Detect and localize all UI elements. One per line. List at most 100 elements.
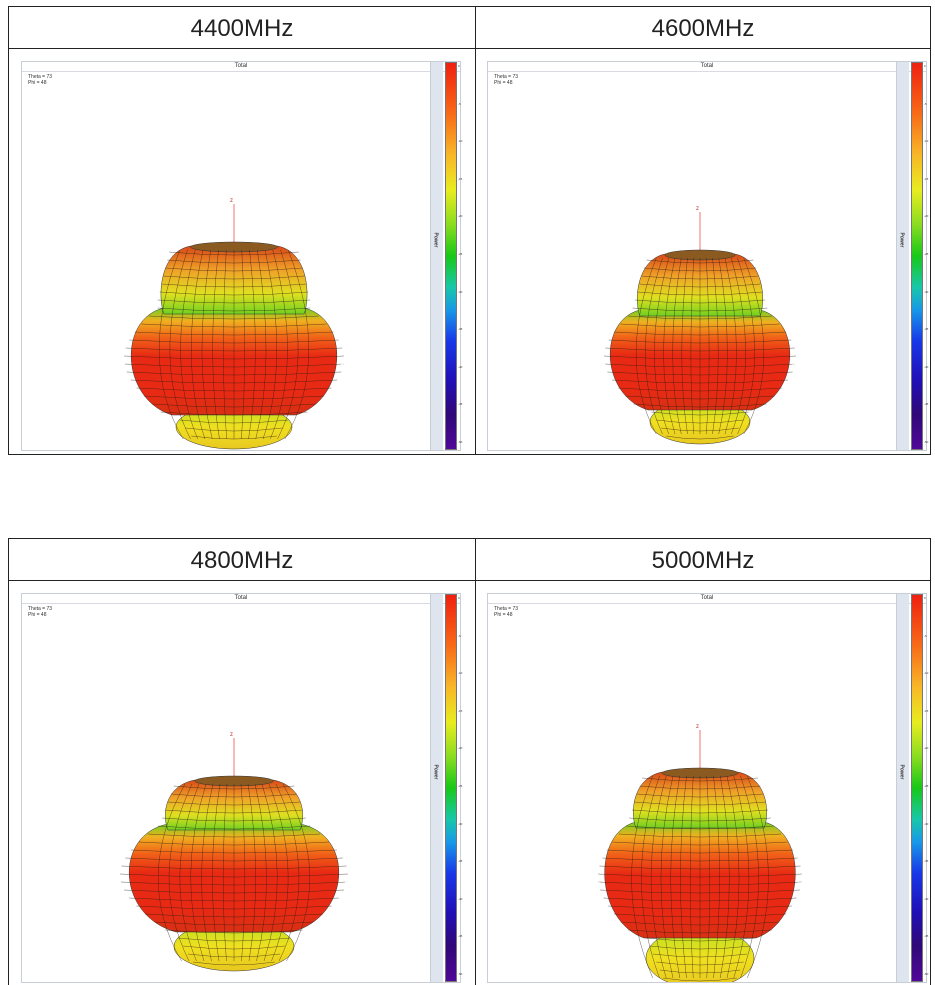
colorbar-tick-label: -30 <box>924 821 929 826</box>
z-axis-label: z <box>696 724 699 730</box>
side-marker: x <box>340 362 344 369</box>
plot-scroll-strip <box>896 594 909 982</box>
colorbar-tick-label: -35 <box>924 859 929 864</box>
colorbar-tick-label: -10 <box>924 671 929 676</box>
side-marker: x <box>344 878 348 885</box>
colorbar-tick-label: -15 <box>924 708 929 713</box>
colorbar-tick-label: -35 <box>924 327 929 332</box>
colorbar-label: Power <box>898 764 905 780</box>
radiation-pattern-3d: z x x <box>602 206 796 445</box>
colorbar-tick-label: -40 <box>458 364 463 369</box>
phi-label: Phi = 48 <box>494 612 513 618</box>
plot-title: Total <box>488 594 926 604</box>
table-header-row: 4400MHz 4600MHz <box>9 7 930 49</box>
plot-scroll-strip <box>896 62 909 450</box>
colorbar-tick-label: -10 <box>458 139 463 144</box>
plot-title: Total <box>22 594 460 604</box>
colorbar-tick-label: -50 <box>458 972 463 976</box>
colorbar-tick-label: -30 <box>458 821 463 826</box>
colorbar <box>911 594 923 982</box>
side-marker: x <box>596 881 600 888</box>
colorbar-tick-label: -40 <box>924 896 929 901</box>
z-axis-label: z <box>230 198 233 204</box>
radiation-pattern-3d: z x x <box>122 198 344 450</box>
phi-label: Phi = 48 <box>28 80 47 86</box>
colorbar-tick-label: 0 <box>924 64 926 68</box>
colorbar-tick-label: -25 <box>458 252 463 256</box>
mesh-grid <box>120 783 348 966</box>
colorbar-label: Power <box>432 232 439 248</box>
radiation-pattern-3d: z x x <box>596 724 802 982</box>
plot-title: Total <box>22 62 460 72</box>
colorbar-tick-label: -30 <box>924 289 929 294</box>
frequency-header: 4600MHz <box>651 15 755 42</box>
colorbar-tick-label: 0 <box>458 64 460 68</box>
colorbar-tick-label: -25 <box>458 784 463 788</box>
pattern-table-bottom: 4800MHz 5000MHz Total Theta = 73 Phi = 4… <box>8 538 931 985</box>
colorbar-tick-label: -30 <box>458 289 463 294</box>
colorbar-tick-label: -35 <box>458 327 463 332</box>
column-divider <box>475 539 476 985</box>
colorbar-label: Power <box>432 764 439 780</box>
colorbar-tick-label: -25 <box>924 784 929 788</box>
colorbar-tick-label: -40 <box>924 364 929 369</box>
table-header-row: 4800MHz 5000MHz <box>9 539 930 581</box>
colorbar-tick-label: -45 <box>458 934 463 939</box>
mesh-grid <box>124 249 344 440</box>
colorbar <box>911 62 923 450</box>
frequency-header: 5000MHz <box>651 547 755 574</box>
colorbar-tick-label: -50 <box>458 440 463 444</box>
colorbar-tick-label: -20 <box>924 746 929 751</box>
colorbar-tick-label: -15 <box>924 176 929 181</box>
colorbar-tick-label: -45 <box>924 402 929 407</box>
colorbar-tick-label: -35 <box>458 859 463 864</box>
colorbar-tick-label: 0 <box>924 596 926 600</box>
colorbar-tick-label: -40 <box>458 896 463 901</box>
radiation-pattern-plot-5000: Total Theta = 73 Phi = 48 z x x Power 0 -5 -… <box>487 593 929 983</box>
phi-label: Phi = 48 <box>494 80 513 86</box>
plot-scroll-strip <box>430 594 443 982</box>
colorbar-tick-label: -10 <box>458 671 463 676</box>
colorbar-tick-label: 0 <box>458 596 460 600</box>
colorbar-tick-label: -50 <box>924 972 929 976</box>
plot-scroll-strip <box>430 62 443 450</box>
colorbar-tick-label: -15 <box>458 708 463 713</box>
pattern-table-top: 4400MHz 4600MHz Total Theta = 73 Phi = 4… <box>8 6 931 455</box>
colorbar-tick-label: -20 <box>458 746 463 751</box>
side-marker: x <box>122 362 126 369</box>
side-marker: x <box>602 360 606 367</box>
frequency-header: 4800MHz <box>190 547 294 574</box>
radiation-pattern-3d: z x x <box>118 732 348 972</box>
side-marker: x <box>792 360 796 367</box>
colorbar-tick-label: -20 <box>458 214 463 219</box>
colorbar-tick-label: -50 <box>924 440 929 444</box>
colorbar-tick-label: -5 <box>458 101 461 106</box>
mesh-grid <box>604 257 796 440</box>
side-marker: x <box>798 881 802 888</box>
colorbar-tick-label: -10 <box>924 139 929 144</box>
colorbar-tick-label: -25 <box>924 252 929 256</box>
z-axis-label: z <box>696 206 699 212</box>
colorbar-tick-label: -5 <box>458 633 461 638</box>
colorbar-tick-label: -15 <box>458 176 463 181</box>
radiation-pattern-plot-4800: Total Theta = 73 Phi = 48 z x x Power 0 -5 -… <box>21 593 463 983</box>
radiation-pattern-plot-4400: Total Theta = 73 Phi = 48 z x x Power 0 -5 -… <box>21 61 463 451</box>
radiation-pattern-plot-4600: Total Theta = 73 Phi = 48 z x x Power 0 -5 -… <box>487 61 929 451</box>
phi-label: Phi = 48 <box>28 612 47 618</box>
column-divider <box>475 7 476 454</box>
side-marker: x <box>118 878 122 885</box>
plot-title: Total <box>488 62 926 72</box>
frequency-header: 4400MHz <box>190 15 294 42</box>
colorbar-tick-label: -5 <box>924 101 927 106</box>
colorbar-tick-label: -5 <box>924 633 927 638</box>
theta-label: Theta = 73 <box>494 606 519 612</box>
colorbar <box>445 594 457 982</box>
colorbar-label: Power <box>898 232 905 248</box>
z-axis-label: z <box>230 732 233 738</box>
colorbar-tick-label: -45 <box>924 934 929 939</box>
theta-label: Theta = 73 <box>494 74 519 80</box>
colorbar <box>445 62 457 450</box>
colorbar-tick-label: -45 <box>458 402 463 407</box>
colorbar-tick-label: -20 <box>924 214 929 219</box>
mesh-grid <box>598 775 802 982</box>
